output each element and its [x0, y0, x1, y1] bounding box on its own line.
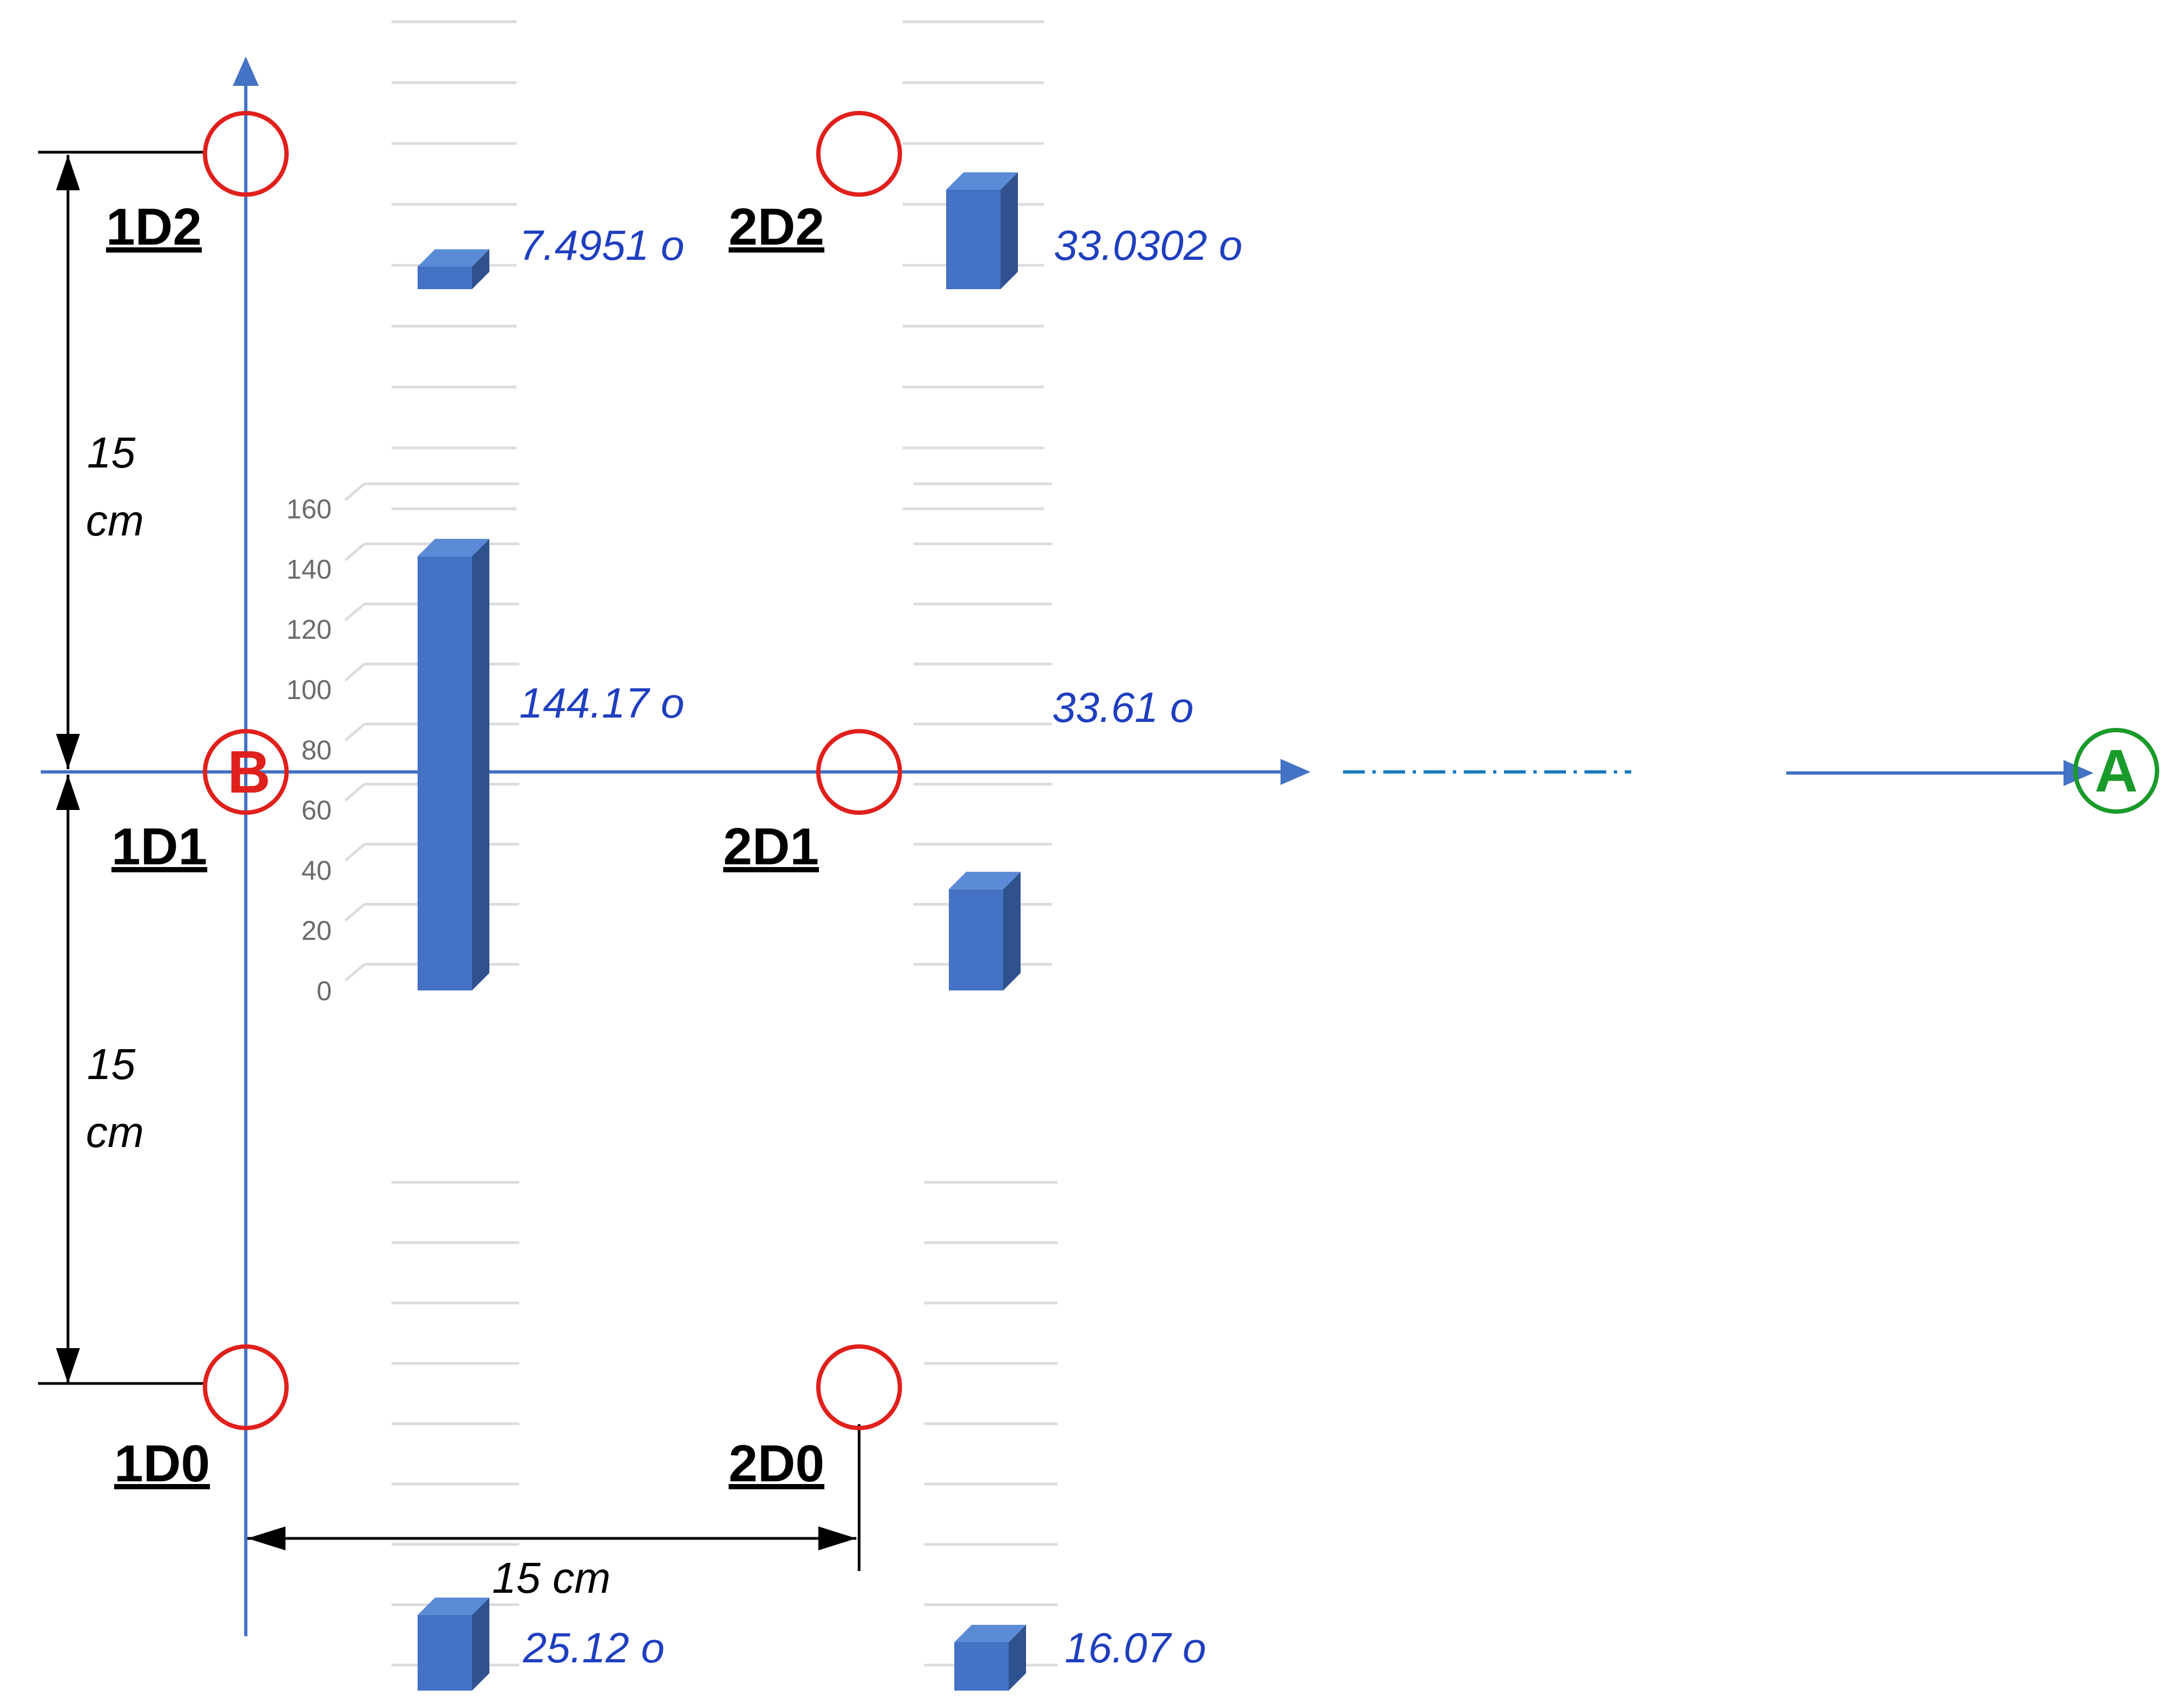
bar-side [472, 1597, 489, 1691]
circle-1D2[interactable] [203, 111, 289, 197]
dim-lower-arrow-bottom [56, 1348, 80, 1383]
bar-top [946, 172, 1018, 190]
gridline-depth [344, 543, 365, 562]
bar-side [472, 539, 489, 990]
bar-value-label: 16.07 o [1065, 1624, 1206, 1672]
marker-b: B [227, 739, 270, 806]
bars: 7.4951 o 33.0302 o 144.17 o 33.61 o 25.12 o 1… [418, 172, 1242, 1691]
bar-side [1000, 172, 1018, 289]
bar-top [418, 539, 489, 557]
dim-upper-value: 15 [87, 428, 135, 477]
y-axis-ticks: 0 20 40 60 80 100 120 140 160 [287, 494, 332, 1006]
bar-top [954, 1624, 1026, 1642]
dim-upper-arrow-bottom [56, 734, 80, 769]
dim-upper-unit: cm [86, 496, 144, 545]
label-2D0: 2D0 [729, 1435, 824, 1493]
bar-1D1 [418, 539, 489, 990]
y-tick-label: 80 [301, 735, 332, 765]
dim-horizontal-arrow-right [818, 1526, 856, 1550]
dimension-labels: 15 cm 15 cm 15 cm [86, 428, 611, 1602]
bar-side [472, 249, 489, 289]
gridline-depth [344, 483, 365, 501]
circle-2D2[interactable] [816, 111, 902, 197]
dim-horizontal-arrow-left [247, 1526, 285, 1550]
bar-front [949, 889, 1003, 990]
axes [41, 57, 2093, 1636]
y-tick-label: 140 [287, 554, 332, 584]
marker-a: A [2095, 738, 2137, 805]
label-1D2: 1D2 [106, 198, 202, 256]
gridline-depth [344, 723, 365, 741]
bar-top [949, 871, 1021, 889]
bar-front [418, 1615, 472, 1691]
bar-front [418, 556, 472, 990]
gridline-depth [344, 963, 365, 982]
gridline-depth [344, 843, 365, 862]
label-2D2: 2D2 [729, 198, 824, 256]
label-1D1: 1D1 [111, 818, 207, 876]
bar-top [418, 249, 489, 267]
axis-continuation-arrowhead [2064, 760, 2093, 786]
gridline-depth [344, 663, 365, 682]
bar-1D2 [418, 249, 489, 289]
bar-side [1009, 1624, 1026, 1691]
y-tick-label: 160 [287, 494, 332, 525]
circle-1D0[interactable] [203, 1344, 289, 1430]
bar-2D0 [954, 1624, 1026, 1691]
gridline-depth [344, 903, 365, 922]
gridline-depth [344, 783, 365, 802]
y-tick-label: 120 [287, 614, 332, 645]
bar-1D0 [418, 1597, 489, 1691]
circle-2D0[interactable] [816, 1344, 902, 1430]
y-tick-label: 60 [301, 795, 332, 826]
bar-side [1003, 871, 1021, 990]
y-tick-label: 100 [287, 675, 332, 705]
circle-2D1[interactable] [816, 729, 902, 815]
dim-upper-arrow-top [56, 155, 80, 190]
bar-top [418, 1597, 489, 1615]
bar-value-label: 25.12 o [523, 1624, 664, 1672]
dim-lower-value: 15 [87, 1040, 135, 1088]
bar-front [946, 190, 1000, 289]
bar-2D2 [946, 172, 1018, 289]
bar-value-label: 33.0302 o [1054, 221, 1242, 269]
bar-2D1 [949, 871, 1021, 990]
label-2D1: 2D1 [723, 818, 819, 876]
dim-horizontal-value: 15 cm [492, 1554, 611, 1602]
circle-a[interactable] [2073, 728, 2159, 814]
bar-front [418, 266, 472, 289]
point-circles [203, 111, 2159, 1430]
circle-1D1[interactable] [203, 729, 289, 815]
label-1D0: 1D0 [114, 1435, 210, 1493]
dim-lower-arrow-top [56, 775, 80, 810]
bar-value-label: 144.17 o [519, 679, 685, 727]
dimension-lines [38, 151, 861, 1571]
horizontal-axis-arrowhead [1281, 759, 1310, 785]
gridline-depth [344, 603, 365, 621]
bar-value-label: 33.61 o [1052, 683, 1194, 731]
point-labels: 1D2 1D1 1D0 2D2 2D1 2D0 [106, 198, 824, 1493]
y-tick-label: 0 [316, 976, 332, 1006]
bar-value-label: 7.4951 o [519, 221, 685, 269]
vertical-axis-arrowhead [233, 57, 259, 86]
y-tick-label: 20 [301, 915, 332, 946]
bar-front [954, 1642, 1009, 1691]
y-tick-label: 40 [301, 855, 332, 886]
dim-lower-unit: cm [86, 1108, 144, 1156]
